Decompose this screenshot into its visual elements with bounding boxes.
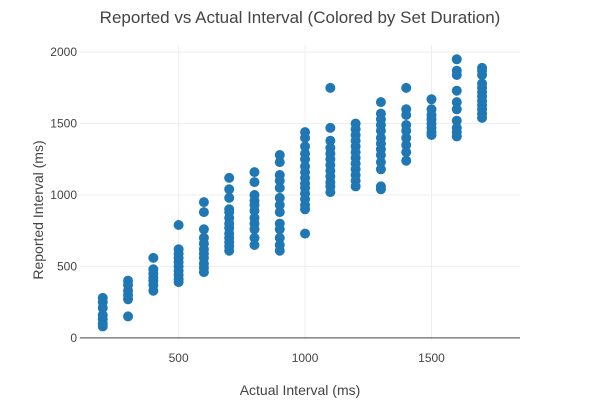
data-point	[401, 132, 412, 143]
data-point	[274, 175, 285, 186]
data-point	[249, 232, 260, 243]
data-point	[123, 311, 134, 322]
data-point	[451, 131, 462, 142]
data-point	[451, 115, 462, 126]
data-point	[123, 294, 134, 305]
data-point	[198, 267, 209, 278]
data-point	[375, 97, 386, 108]
data-point	[148, 285, 159, 296]
data-point	[198, 207, 209, 218]
data-point	[375, 150, 386, 160]
data-point	[274, 192, 285, 203]
data-point	[274, 157, 285, 168]
y-tick-label: 500	[57, 259, 77, 273]
data-point	[401, 110, 412, 120]
data-point	[224, 245, 235, 256]
data-point	[401, 155, 412, 166]
data-point	[224, 192, 235, 203]
data-points	[97, 54, 488, 332]
data-point	[350, 181, 361, 192]
data-point	[274, 200, 285, 210]
data-point	[300, 132, 311, 143]
data-point	[401, 147, 412, 158]
data-point	[426, 130, 437, 140]
y-tick-label: 1000	[50, 188, 77, 202]
data-point	[274, 224, 285, 235]
data-point	[451, 54, 462, 65]
data-point	[325, 82, 336, 93]
data-point	[97, 321, 108, 332]
data-point	[224, 172, 235, 183]
data-point	[198, 224, 209, 235]
data-point	[274, 150, 285, 160]
data-point	[375, 125, 386, 136]
data-point	[300, 141, 311, 152]
data-point	[401, 82, 412, 93]
data-point	[426, 94, 437, 105]
data-point	[300, 228, 311, 239]
data-point	[274, 232, 285, 243]
data-point	[274, 182, 285, 193]
x-tick-label: 500	[169, 351, 189, 365]
y-tick-label: 0	[70, 331, 77, 345]
data-point	[249, 167, 260, 178]
tick-labels: 500 1000 1500 0 500 1000 1500 2000	[50, 45, 445, 365]
data-point	[148, 252, 159, 263]
x-axis-title: Actual Interval (ms)	[239, 382, 361, 398]
data-point	[300, 154, 311, 165]
data-point	[173, 277, 184, 288]
data-point	[375, 184, 386, 195]
y-tick-label: 2000	[50, 45, 77, 59]
data-point	[401, 140, 412, 150]
data-point	[249, 240, 260, 250]
data-point	[97, 302, 108, 313]
x-tick-label: 1000	[292, 351, 319, 365]
x-tick-label: 1500	[418, 351, 445, 365]
data-point	[300, 204, 311, 215]
data-point	[249, 224, 260, 235]
data-point	[451, 104, 462, 115]
data-point	[451, 70, 462, 80]
data-point	[375, 157, 386, 168]
data-point	[274, 245, 285, 256]
data-point	[249, 177, 260, 188]
data-point	[249, 205, 260, 216]
data-point	[198, 197, 209, 208]
data-point	[451, 97, 462, 108]
data-point	[477, 70, 488, 80]
data-point	[325, 187, 336, 198]
data-point	[274, 207, 285, 218]
chart-title: Reported vs Actual Interval (Colored by …	[99, 8, 501, 27]
data-point	[451, 85, 462, 96]
data-point	[375, 164, 386, 175]
data-point	[325, 135, 336, 146]
y-tick-label: 1500	[50, 117, 77, 131]
data-point	[224, 184, 235, 195]
data-point	[477, 112, 488, 123]
data-point	[401, 125, 412, 136]
data-point	[173, 220, 184, 230]
data-point	[325, 122, 336, 133]
